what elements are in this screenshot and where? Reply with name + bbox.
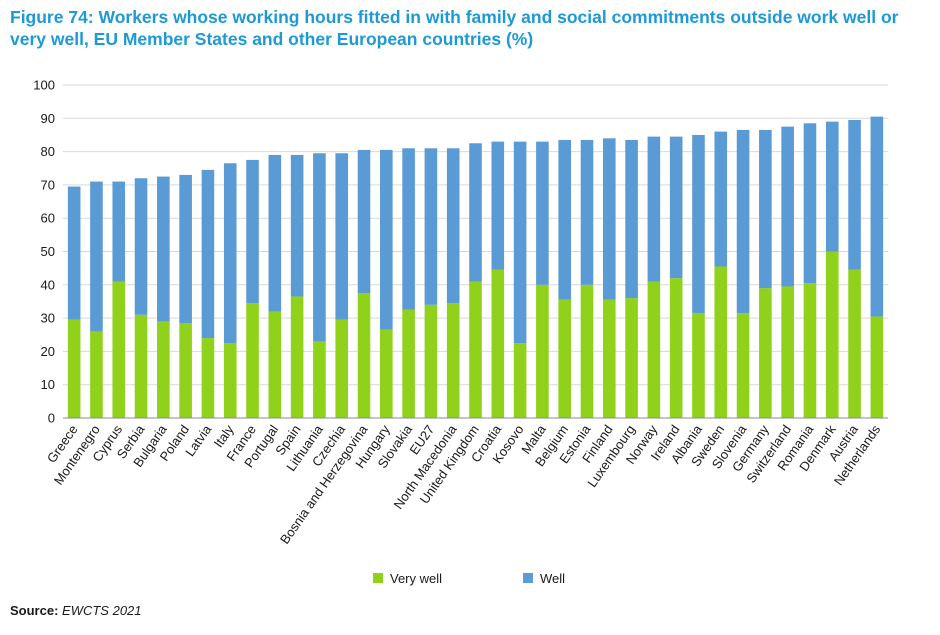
x-axis-ticks: GreeceMontenegroCyprusSerbiaBulgariaPola… xyxy=(44,421,884,546)
source-note: Source: EWCTS 2021 xyxy=(10,603,142,618)
bar-well xyxy=(870,116,884,317)
bar-well xyxy=(536,141,549,285)
bar-well xyxy=(692,134,705,314)
bar-well xyxy=(714,131,728,267)
bar-well xyxy=(268,154,282,312)
y-tick-label: 10 xyxy=(41,377,55,392)
bar-well xyxy=(491,141,505,270)
bar-well xyxy=(580,139,594,285)
y-tick-label: 40 xyxy=(41,277,55,292)
bar-very-well xyxy=(759,288,772,418)
bar-well xyxy=(290,154,304,297)
bar-very-well xyxy=(848,269,861,418)
bar-very-well xyxy=(513,343,527,418)
bar-very-well xyxy=(246,303,259,418)
bar-well xyxy=(380,149,393,330)
bar-very-well xyxy=(491,269,505,418)
bar-very-well xyxy=(402,309,415,418)
bar-very-well xyxy=(179,323,192,418)
y-tick-label: 20 xyxy=(41,344,55,359)
bar-well xyxy=(759,129,772,289)
bar-well xyxy=(558,139,571,300)
bar-very-well xyxy=(357,293,371,418)
bar-well xyxy=(112,181,126,282)
legend-swatch-well xyxy=(523,573,533,583)
bar-very-well xyxy=(602,299,616,418)
bar-very-well xyxy=(134,314,148,418)
bar-very-well xyxy=(803,283,817,418)
bar-well xyxy=(736,129,750,314)
y-tick-label: 60 xyxy=(41,211,55,226)
bar-very-well xyxy=(781,286,794,418)
source-label: Source: xyxy=(10,603,59,618)
bar-very-well xyxy=(90,331,103,418)
bar-very-well xyxy=(268,311,282,418)
bar-well xyxy=(669,136,683,279)
bar-well xyxy=(825,121,839,252)
source-value: EWCTS 2021 xyxy=(62,603,142,618)
bar-very-well xyxy=(736,313,750,418)
bar-well xyxy=(803,123,817,284)
bar-very-well xyxy=(201,338,215,418)
bar-very-well xyxy=(380,329,393,418)
y-tick-label: 80 xyxy=(41,144,55,159)
bar-very-well xyxy=(157,321,170,418)
bar-well xyxy=(513,141,527,344)
bar-well xyxy=(67,186,81,320)
bar-very-well xyxy=(692,313,705,418)
bar-well xyxy=(848,119,861,270)
bar-well xyxy=(246,159,259,304)
bar-very-well xyxy=(625,298,638,418)
y-tick-label: 70 xyxy=(41,177,55,192)
bar-very-well xyxy=(714,266,728,418)
bar-well xyxy=(134,178,148,315)
legend: Very well Well xyxy=(373,571,565,586)
bar-well xyxy=(625,139,638,299)
y-axis-ticks: 0 10 20 30 40 50 60 70 80 90 100 xyxy=(33,78,55,426)
bar-very-well xyxy=(669,278,683,418)
bar-very-well xyxy=(580,284,594,418)
y-tick-label: 30 xyxy=(41,311,55,326)
bar-very-well xyxy=(112,281,126,418)
bar-very-well xyxy=(290,296,304,418)
y-tick-label: 50 xyxy=(41,244,55,259)
bar-well xyxy=(223,163,237,344)
bar-well xyxy=(201,169,215,339)
bar-very-well xyxy=(446,303,460,418)
y-tick-label: 100 xyxy=(33,78,55,93)
y-tick-label: 90 xyxy=(41,111,55,126)
bar-well xyxy=(402,148,415,310)
bar-well xyxy=(335,153,349,320)
bar-very-well xyxy=(870,316,884,418)
bar-well xyxy=(469,143,482,282)
bars xyxy=(67,116,884,418)
bar-well xyxy=(157,176,170,322)
legend-label-very-well: Very well xyxy=(390,571,442,586)
bar-very-well xyxy=(536,284,549,418)
bar-well xyxy=(781,126,794,287)
bar-well xyxy=(424,148,438,305)
bar-very-well xyxy=(313,341,326,418)
bar-very-well xyxy=(424,304,438,418)
bar-well xyxy=(446,148,460,304)
bar-very-well xyxy=(825,251,839,418)
y-tick-label: 0 xyxy=(48,411,55,426)
bar-very-well xyxy=(469,281,482,418)
stacked-bar-chart: 0 10 20 30 40 50 60 70 80 90 100 GreeceMontenegroC… xyxy=(33,78,888,586)
bar-well xyxy=(602,138,616,300)
x-tick-label: Latvia xyxy=(182,421,215,459)
legend-swatch-very-well xyxy=(373,573,383,583)
bar-well xyxy=(313,153,326,342)
bar-very-well xyxy=(335,319,349,418)
legend-label-well: Well xyxy=(540,571,565,586)
bar-very-well xyxy=(67,319,81,418)
bar-well xyxy=(357,149,371,294)
bar-very-well xyxy=(223,343,237,418)
bar-very-well xyxy=(647,281,661,418)
bar-well xyxy=(647,136,661,282)
bar-well xyxy=(179,174,192,324)
figure-title: Figure 74: Workers whose working hours f… xyxy=(10,7,899,49)
bar-very-well xyxy=(558,299,571,418)
bar-well xyxy=(90,181,103,332)
